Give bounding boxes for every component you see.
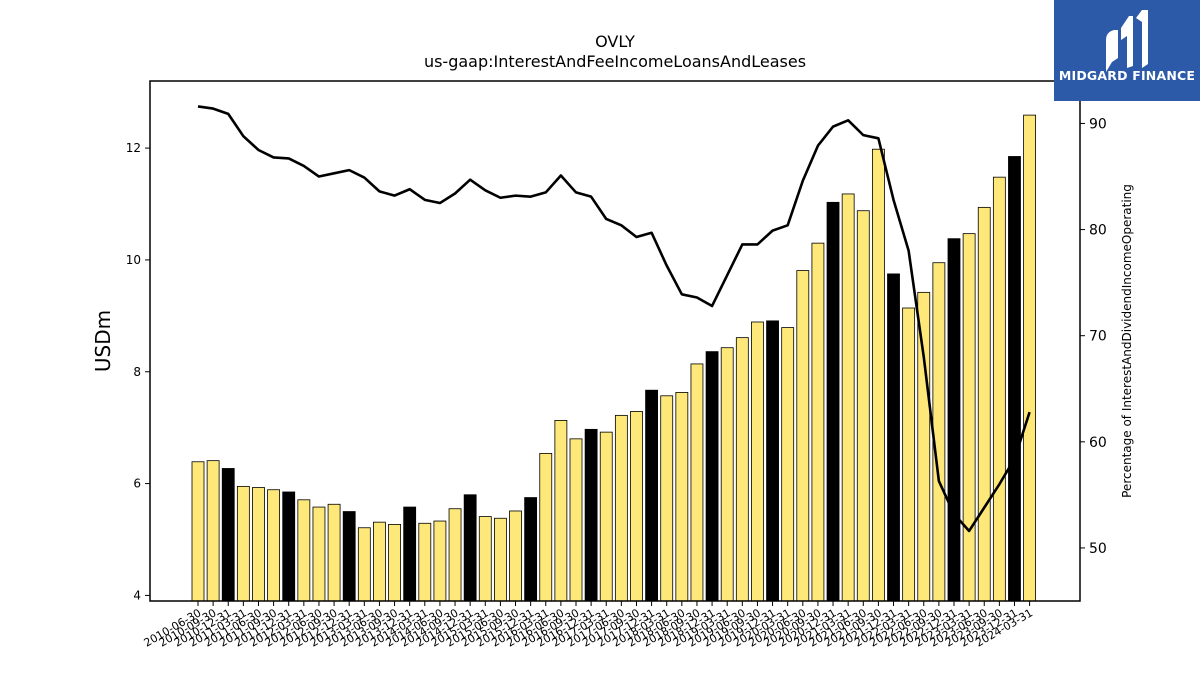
bar-2020-09-30 <box>811 242 825 602</box>
bar-2013-06-30 <box>373 521 386 602</box>
y-tick-label: 4 <box>133 588 141 602</box>
bar-2013-03-31 <box>357 527 371 602</box>
y2-tick-label: 50 <box>1089 541 1107 557</box>
right-axis-ticks: 50 60 70 80 90 <box>1080 116 1107 557</box>
bar-2022-06-30 <box>917 291 931 602</box>
bar-2014-06-30 <box>433 520 447 602</box>
bar-2018-06-30 <box>675 392 689 602</box>
y2-axis-label: Percentage of InterestAndDividendIncomeO… <box>1120 184 1134 498</box>
plot-frame <box>149 80 1081 602</box>
bars-layer <box>191 114 1036 602</box>
bar-2019-09-30 <box>751 321 764 602</box>
bar-2012-12-31 <box>342 511 356 602</box>
y-axis-label: USDm <box>91 310 115 372</box>
bar-2022-03-31 <box>902 307 916 602</box>
bar-2019-03-31 <box>720 347 734 602</box>
bar-2023-09-30 <box>992 176 1006 602</box>
bar-2022-09-30 <box>932 262 946 602</box>
bar-2020-12-31 <box>826 201 840 602</box>
bar-2017-06-30 <box>614 414 628 602</box>
x-axis-ticks: 2010-06-302010-09-302010-12-312011-03-31… <box>142 601 1035 650</box>
bar-2016-12-31 <box>584 428 598 602</box>
bar-2015-09-30 <box>509 510 522 602</box>
y2-tick-label: 90 <box>1089 116 1107 132</box>
bar-2023-03-31 <box>962 233 976 602</box>
y-tick-label: 10 <box>126 253 141 267</box>
bar-2019-12-31 <box>766 320 779 602</box>
bar-2021-12-31 <box>887 273 900 602</box>
bar-2015-06-30 <box>493 517 507 602</box>
bar-2016-06-30 <box>554 419 568 602</box>
bar-2021-06-30 <box>856 210 870 602</box>
bar-2010-12-31 <box>221 468 235 602</box>
bar-2019-06-30 <box>735 337 749 602</box>
bar-2011-03-31 <box>236 485 250 602</box>
left-axis-ticks: 4 6 8 10 12 <box>126 141 150 602</box>
bar-2020-06-30 <box>796 270 810 602</box>
bar-2016-03-31 <box>539 452 553 602</box>
bar-2018-09-30 <box>690 363 704 602</box>
bar-2017-03-31 <box>599 431 613 602</box>
bar-2013-12-31 <box>403 506 417 602</box>
bar-2014-09-30 <box>448 508 462 602</box>
bar-2011-09-30 <box>267 489 281 602</box>
bar-2010-06-30 <box>191 461 205 602</box>
y-tick-label: 8 <box>133 365 141 379</box>
y-tick-label: 12 <box>126 141 141 155</box>
bar-2012-09-30 <box>327 503 341 602</box>
bar-2014-12-31 <box>463 494 477 602</box>
bar-2015-12-31 <box>524 497 538 602</box>
bar-2021-03-31 <box>841 193 855 602</box>
bar-2018-03-31 <box>660 395 674 602</box>
bar-2014-03-31 <box>418 522 432 602</box>
y2-tick-label: 80 <box>1089 223 1107 239</box>
brand-logo: MIDGARD FINANCE <box>1054 0 1200 101</box>
line-layer <box>197 105 1031 533</box>
bar-2022-12-31 <box>947 238 961 602</box>
bar-2011-06-30 <box>252 487 265 602</box>
y2-tick-label: 60 <box>1089 435 1107 451</box>
y-tick-label: 6 <box>133 477 141 491</box>
bar-2010-09-30 <box>206 460 220 602</box>
bar-2016-09-30 <box>569 438 583 602</box>
bar-2015-03-31 <box>478 516 492 602</box>
chart-title: OVLY <box>595 32 635 51</box>
bar-2020-03-31 <box>781 327 795 602</box>
chart-subtitle: us-gaap:InterestAndFeeIncomeLoansAndLeas… <box>423 52 807 71</box>
bar-2021-09-30 <box>872 148 885 602</box>
percentage-line <box>197 105 1031 533</box>
y2-tick-label: 70 <box>1089 329 1107 345</box>
bar-2023-12-31 <box>1008 156 1021 602</box>
bar-2017-12-31 <box>645 389 658 602</box>
bar-2011-12-31 <box>282 491 296 602</box>
bar-2017-09-30 <box>630 411 643 602</box>
bar-2023-06-30 <box>977 206 991 602</box>
logo-mark-icon <box>1106 10 1148 72</box>
logo-text: MIDGARD FINANCE <box>1058 68 1196 83</box>
bar-2024-03-31 <box>1023 114 1036 602</box>
bar-2013-09-30 <box>388 524 401 602</box>
bar-2018-12-31 <box>705 351 719 602</box>
bar-2012-06-30 <box>312 506 326 602</box>
bar-2012-03-31 <box>297 499 311 602</box>
